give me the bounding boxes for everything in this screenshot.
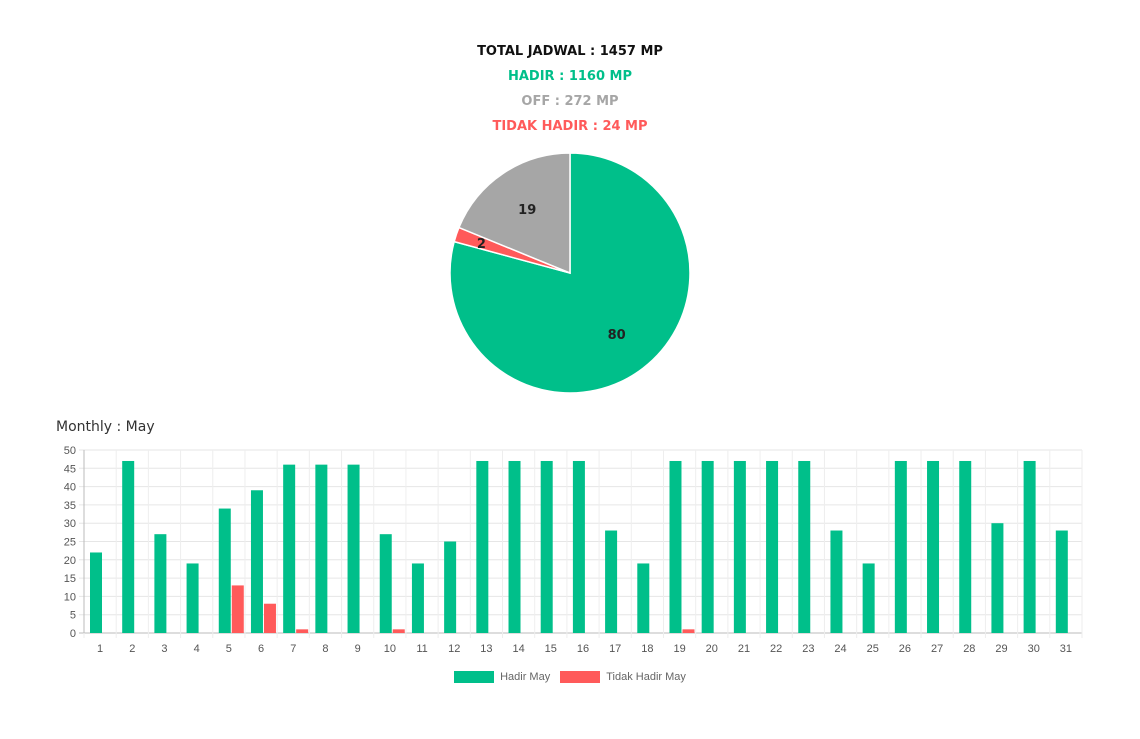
bar-hadir-29[interactable] xyxy=(991,523,1004,633)
x-tick-label: 1 xyxy=(97,643,103,655)
x-tick-label: 11 xyxy=(416,643,427,655)
bar-hadir-16[interactable] xyxy=(572,460,585,633)
bar-hadir-8[interactable] xyxy=(315,464,328,633)
x-tick-label: 9 xyxy=(355,643,361,655)
x-tick-label: 24 xyxy=(834,643,846,655)
x-tick-label: 16 xyxy=(577,643,589,655)
legend-label-tidak-hadir: Tidak Hadir May xyxy=(606,671,686,683)
pie-label-19: 19 xyxy=(518,203,536,218)
y-tick-label: 5 xyxy=(70,610,76,622)
x-tick-label: 29 xyxy=(995,643,1007,655)
bar-hadir-21[interactable] xyxy=(733,460,746,633)
bar-hadir-13[interactable] xyxy=(476,460,489,633)
x-tick-label: 2 xyxy=(129,643,135,655)
x-tick-label: 8 xyxy=(322,643,328,655)
pie-label-2: 2 xyxy=(477,237,486,252)
x-tick-label: 19 xyxy=(673,643,685,655)
x-tick-label: 31 xyxy=(1060,643,1072,655)
bar-tidak-hadir-6[interactable] xyxy=(263,603,276,633)
x-tick-label: 21 xyxy=(738,643,750,655)
tidak-hadir-label: TIDAK HADIR : 24 MP xyxy=(492,119,648,134)
pie-slice-19[interactable] xyxy=(457,152,571,275)
y-tick-label: 20 xyxy=(64,555,76,567)
bar-hadir-1[interactable] xyxy=(90,552,102,633)
x-tick-label: 28 xyxy=(963,643,975,655)
x-tick-label: 22 xyxy=(770,643,782,655)
x-tick-label: 7 xyxy=(290,643,296,655)
bar-tidak-hadir-5[interactable] xyxy=(231,585,244,633)
bar-hadir-20[interactable] xyxy=(701,460,714,633)
x-tick-label: 30 xyxy=(1028,643,1040,655)
bar-hadir-22[interactable] xyxy=(766,460,779,633)
x-tick-label: 13 xyxy=(480,643,492,655)
x-tick-label: 25 xyxy=(867,643,879,655)
x-tick-label: 10 xyxy=(384,643,396,655)
y-tick-label: 50 xyxy=(64,445,76,457)
y-tick-label: 15 xyxy=(64,573,76,585)
bar-hadir-14[interactable] xyxy=(508,460,521,633)
x-tick-label: 12 xyxy=(448,643,460,655)
bar-hadir-6[interactable] xyxy=(250,490,263,633)
bar-hadir-25[interactable] xyxy=(862,563,875,633)
bar-hadir-24[interactable] xyxy=(830,530,843,633)
y-tick-label: 35 xyxy=(64,500,76,512)
bar-hadir-26[interactable] xyxy=(894,460,907,633)
bar-hadir-11[interactable] xyxy=(411,563,424,633)
x-tick-label: 20 xyxy=(706,643,718,655)
bar-hadir-30[interactable] xyxy=(1023,460,1036,633)
bar-hadir-9[interactable] xyxy=(347,464,360,633)
bar-hadir-23[interactable] xyxy=(798,460,811,633)
bar-tidak-hadir-19[interactable] xyxy=(682,629,695,633)
bar-hadir-31[interactable] xyxy=(1055,530,1068,633)
x-tick-label: 17 xyxy=(609,643,621,655)
bar-chart-legend[interactable]: Hadir May Tidak Hadir May xyxy=(0,671,1140,683)
bar-tidak-hadir-10[interactable] xyxy=(392,629,405,633)
x-tick-label: 4 xyxy=(194,643,200,655)
pie-label-80: 80 xyxy=(608,328,626,343)
x-tick-label: 6 xyxy=(258,643,264,655)
y-tick-label: 25 xyxy=(64,537,76,549)
x-tick-label: 3 xyxy=(161,643,167,655)
x-tick-label: 15 xyxy=(545,643,557,655)
legend-swatch-tidak-hadir xyxy=(560,671,601,683)
legend-item-tidak-hadir[interactable]: Tidak Hadir May xyxy=(560,671,686,683)
y-tick-label: 0 xyxy=(70,628,76,640)
bar-hadir-15[interactable] xyxy=(540,460,553,633)
hadir-label: HADIR : 1160 MP xyxy=(507,69,632,84)
bar-hadir-10[interactable] xyxy=(379,534,392,633)
x-tick-label: 14 xyxy=(512,643,524,655)
off-label: OFF : 272 MP xyxy=(521,94,619,109)
bar-hadir-2[interactable] xyxy=(122,460,135,633)
total-jadwal-label: TOTAL JADWAL : 1457 MP xyxy=(477,44,663,59)
legend-swatch-hadir xyxy=(454,671,495,683)
x-tick-label: 18 xyxy=(641,643,653,655)
bar-hadir-5[interactable] xyxy=(218,508,231,633)
legend-label-hadir: Hadir May xyxy=(500,671,551,683)
bar-hadir-27[interactable] xyxy=(927,460,940,633)
y-tick-label: 45 xyxy=(64,463,76,475)
x-tick-label: 27 xyxy=(931,643,943,655)
bar-hadir-12[interactable] xyxy=(444,541,457,634)
bar-hadir-18[interactable] xyxy=(637,563,650,633)
bar-hadir-17[interactable] xyxy=(605,530,618,633)
bar-chart-title: Monthly : May xyxy=(56,419,155,435)
bar-hadir-19[interactable] xyxy=(669,460,682,633)
x-tick-label: 26 xyxy=(899,643,911,655)
bar-hadir-28[interactable] xyxy=(959,460,972,633)
bar-hadir-7[interactable] xyxy=(283,464,296,633)
y-tick-label: 10 xyxy=(64,591,76,603)
x-tick-label: 5 xyxy=(226,643,232,655)
legend-item-hadir[interactable]: Hadir May xyxy=(454,671,550,683)
y-tick-label: 30 xyxy=(64,518,76,530)
bar-hadir-4[interactable] xyxy=(186,563,199,633)
x-tick-label: 23 xyxy=(802,643,814,655)
pie-chart[interactable]: 80 2 19 xyxy=(440,145,700,405)
y-tick-label: 40 xyxy=(64,482,76,494)
bar-tidak-hadir-7[interactable] xyxy=(296,629,309,633)
bar-hadir-3[interactable] xyxy=(154,534,167,633)
